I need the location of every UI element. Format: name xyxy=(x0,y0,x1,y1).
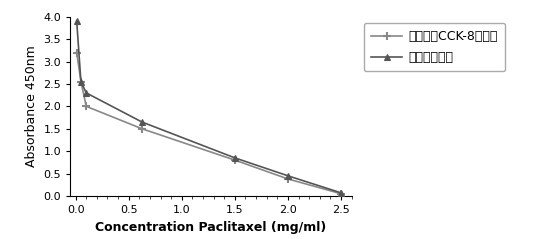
本发明试剂盒 xyxy=(338,191,344,194)
日本同仁CCK-8试剂盒 xyxy=(338,192,344,195)
日本同仁CCK-8试剂盒 xyxy=(285,178,291,180)
本发明试剂盒 xyxy=(83,92,89,94)
日本同仁CCK-8试剂盒 xyxy=(232,159,238,162)
本发明试剂盒 xyxy=(138,121,145,124)
X-axis label: Concentration Paclitaxel (mg/ml): Concentration Paclitaxel (mg/ml) xyxy=(95,221,327,234)
本发明试剂盒 xyxy=(74,20,80,23)
Y-axis label: Absorbance 450nm: Absorbance 450nm xyxy=(25,45,38,167)
本发明试剂盒 xyxy=(78,80,84,83)
日本同仁CCK-8试剂盒 xyxy=(78,80,84,83)
本发明试剂盒 xyxy=(232,157,238,159)
Line: 日本同仁CCK-8试剂盒: 日本同仁CCK-8试剂盒 xyxy=(72,49,345,198)
Legend: 日本同仁CCK-8试剂盒, 本发明试剂盒: 日本同仁CCK-8试剂盒, 本发明试剂盒 xyxy=(364,23,505,71)
日本同仁CCK-8试剂盒 xyxy=(74,51,80,54)
日本同仁CCK-8试剂盒 xyxy=(138,127,145,130)
日本同仁CCK-8试剂盒 xyxy=(83,105,89,108)
本发明试剂盒 xyxy=(285,174,291,177)
Line: 本发明试剂盒: 本发明试剂盒 xyxy=(73,18,345,196)
